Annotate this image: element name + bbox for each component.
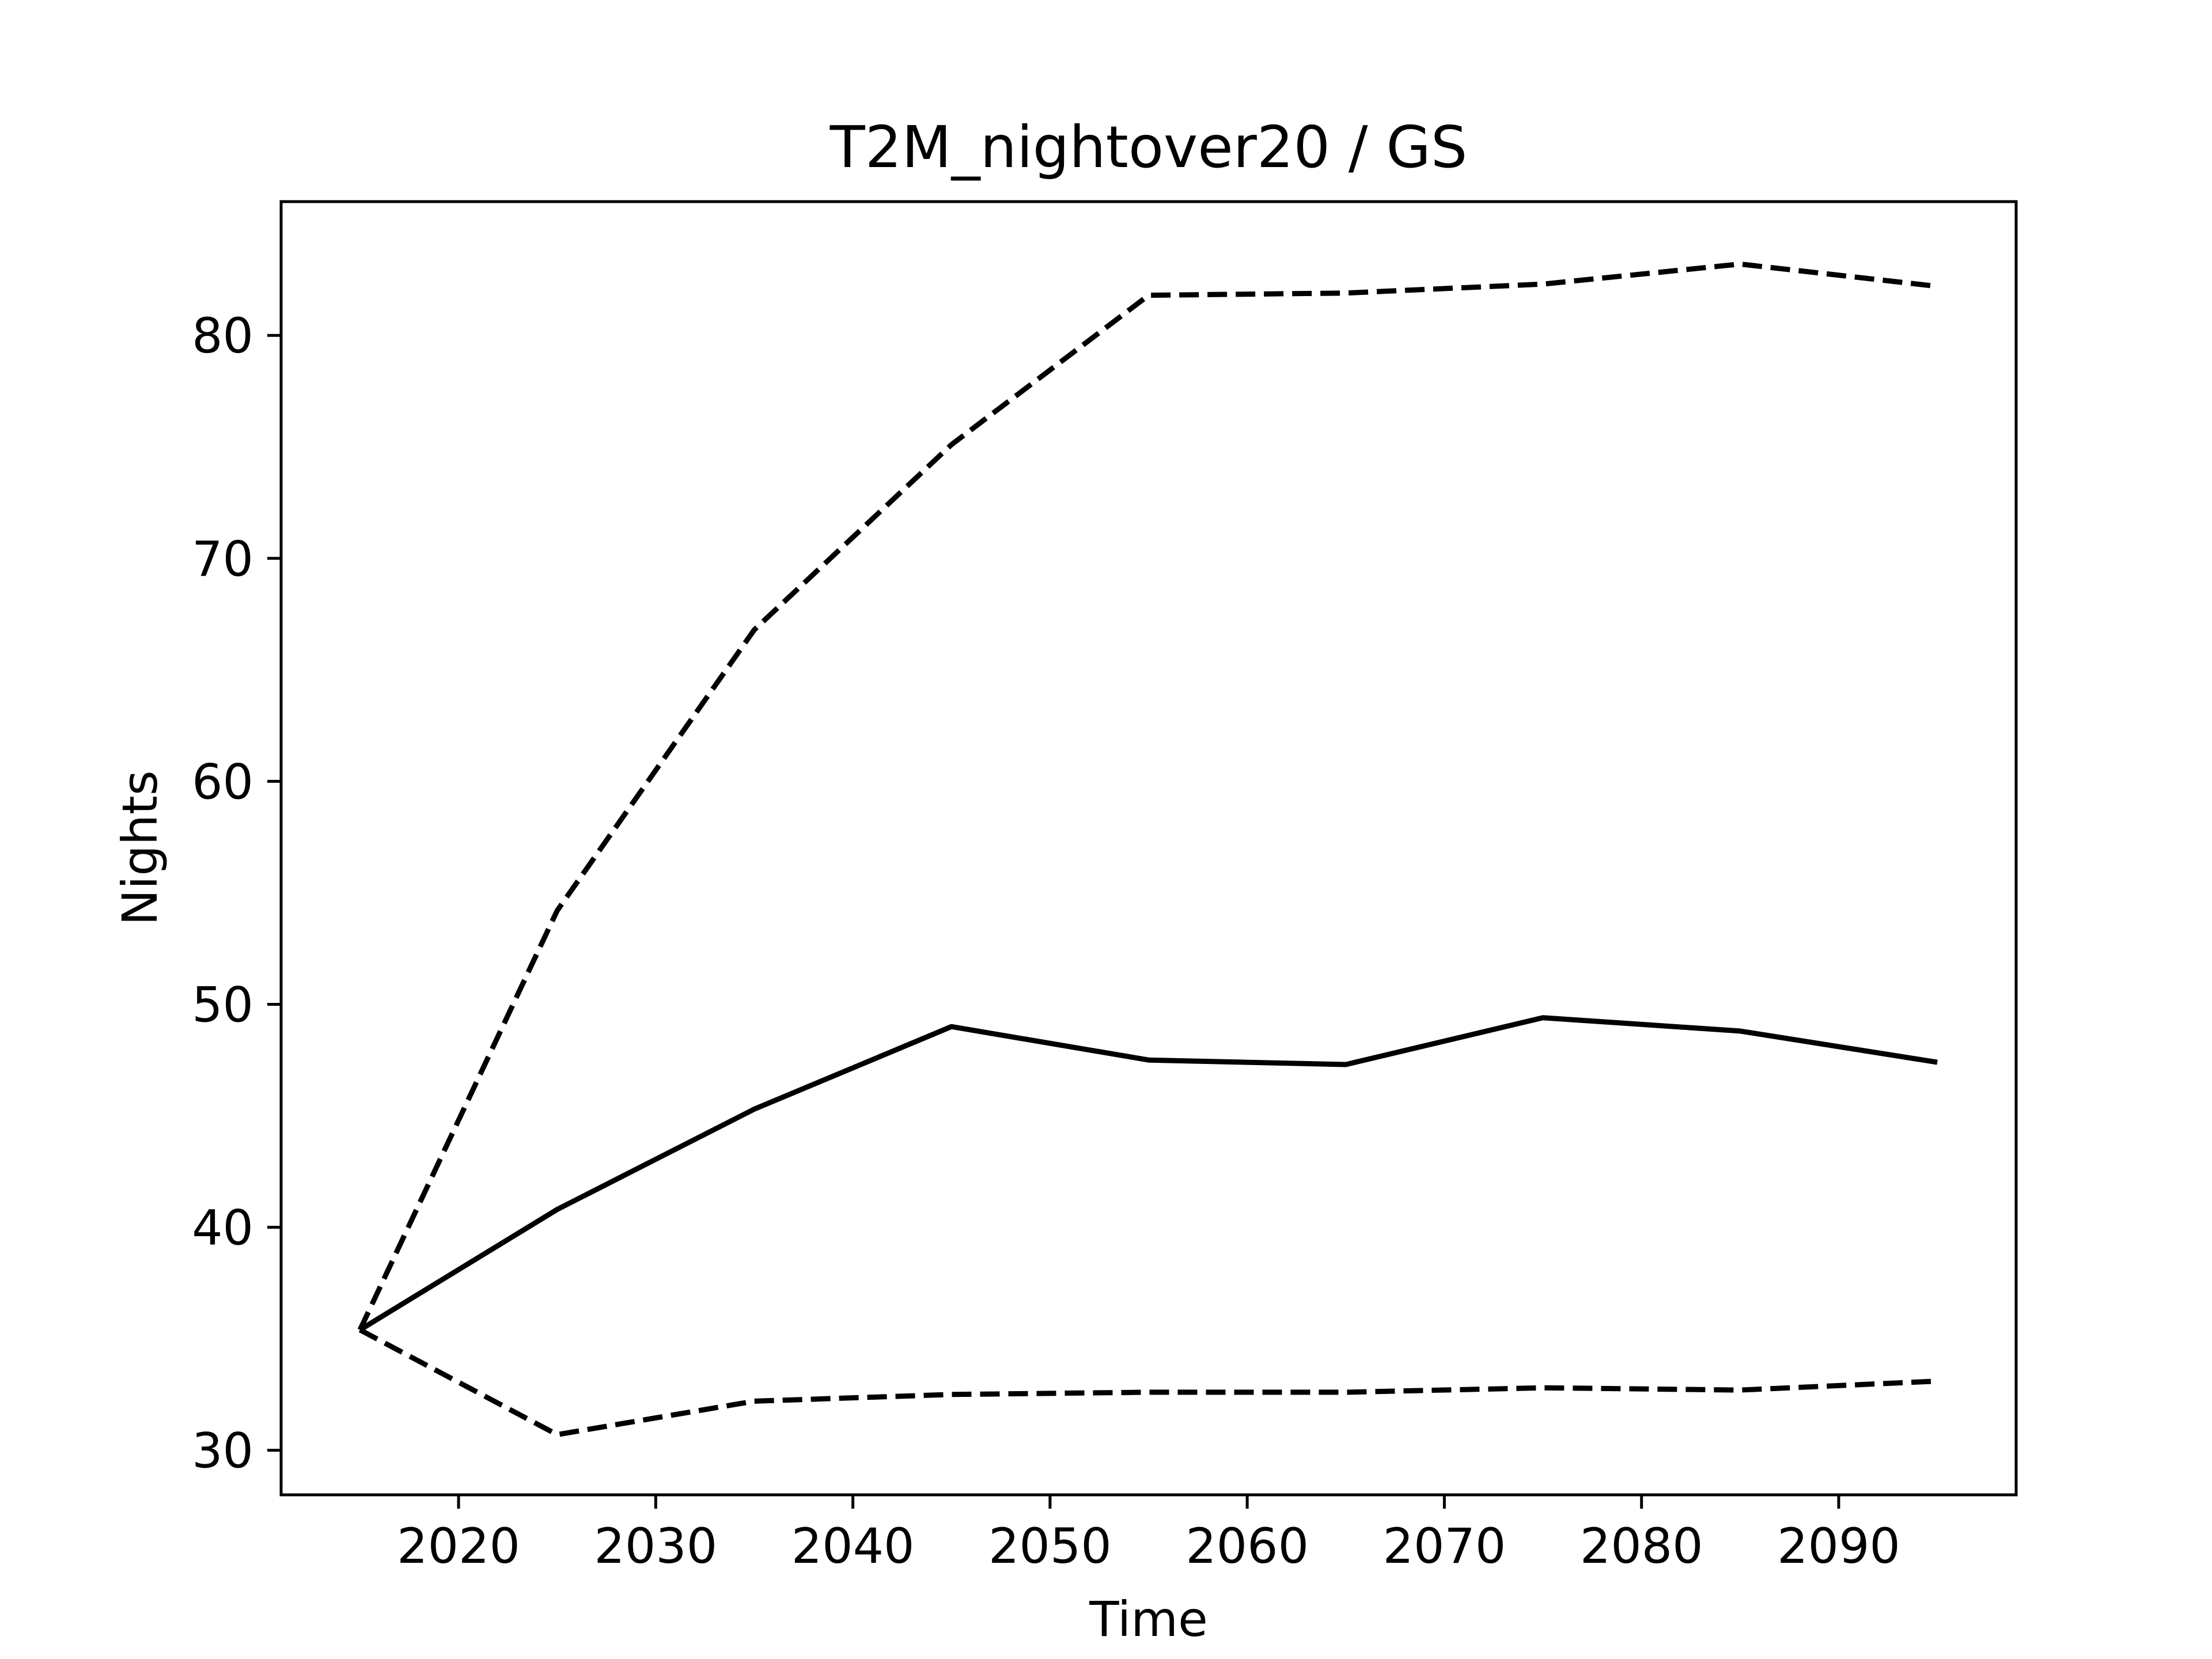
y-axis: 30 40 50 60 70 80 — [192, 308, 281, 1479]
x-axis: 2020 2030 2040 2050 2060 2070 2080 2090 — [397, 1495, 1900, 1574]
plot-frame — [279, 200, 2018, 1497]
y-tick-label: 50 — [192, 976, 253, 1033]
solid-series-line-2 — [358, 1015, 1938, 1332]
y-tick-label: 40 — [192, 1200, 253, 1256]
y-tick-label: 30 — [192, 1423, 253, 1479]
x-tick-label: 2060 — [1185, 1518, 1309, 1574]
x-tick-label: 2090 — [1777, 1518, 1900, 1574]
x-axis-label: Time — [1089, 1591, 1208, 1647]
chart-title: T2M_nightover20 / GS — [830, 113, 1468, 181]
y-tick-label: 60 — [192, 753, 253, 810]
x-tick-label: 2070 — [1383, 1518, 1506, 1574]
dashed-series-line-3 — [358, 1327, 1938, 1437]
y-tick-label: 70 — [192, 531, 253, 587]
plot-area — [357, 261, 1938, 1437]
x-tick-label: 2030 — [594, 1518, 717, 1574]
x-tick-label: 2080 — [1580, 1518, 1703, 1574]
x-tick-label: 2040 — [791, 1518, 915, 1574]
x-tick-label: 2050 — [988, 1518, 1112, 1574]
x-tick-label: 2020 — [397, 1518, 520, 1574]
y-axis-label: Nights — [112, 770, 168, 925]
dashed-series-line-1 — [357, 261, 1938, 1331]
y-tick-label: 80 — [192, 308, 253, 364]
